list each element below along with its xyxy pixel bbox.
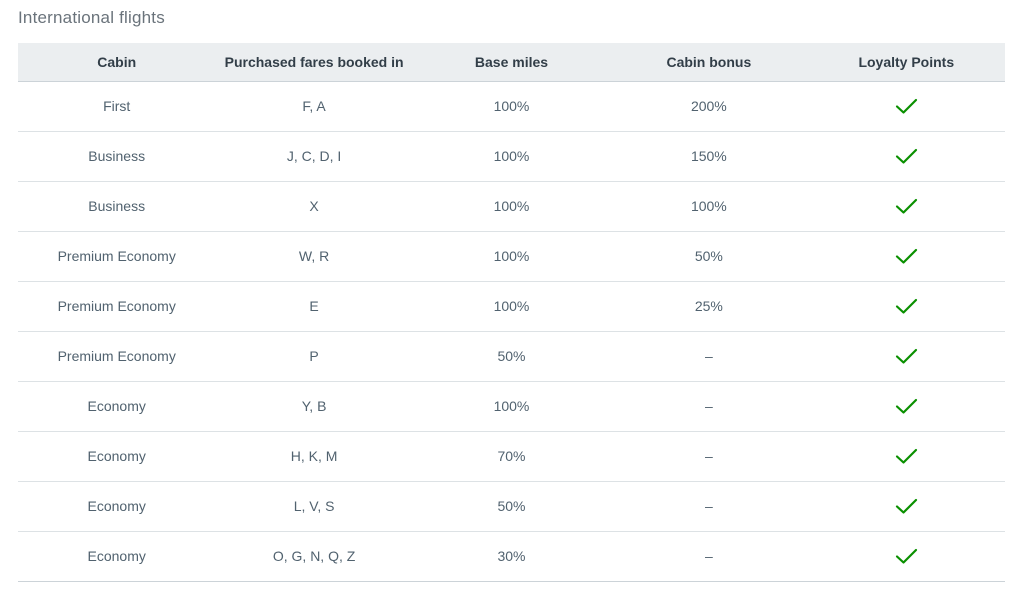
loyalty-points-cell	[807, 181, 1005, 232]
cabin-cell: Premium Economy	[18, 281, 216, 332]
loyalty-points-cell	[807, 431, 1005, 482]
page-title: International flights	[18, 8, 165, 27]
cabin-cell: Economy	[18, 531, 216, 582]
cabin-bonus-cell: 50%	[610, 231, 808, 282]
cabin-cell: Economy	[18, 381, 216, 432]
table-row: Economy O, G, N, Q, Z 30% –	[18, 531, 1005, 582]
cabin-bonus-cell: 150%	[610, 131, 808, 182]
column-header-fares: Purchased fares booked in	[215, 43, 413, 82]
table-row: Economy L, V, S 50% –	[18, 481, 1005, 532]
fares-cell: Y, B	[215, 381, 413, 432]
base-miles-cell: 70%	[412, 431, 611, 482]
cabin-cell: Business	[18, 181, 216, 232]
check-icon	[895, 397, 918, 414]
fares-cell: O, G, N, Q, Z	[215, 531, 413, 582]
check-icon	[895, 547, 918, 564]
table-row: Business X 100% 100%	[18, 181, 1005, 232]
table-header: Cabin Purchased fares booked in Base mil…	[18, 43, 1005, 82]
base-miles-cell: 50%	[412, 331, 611, 382]
table-row: Premium Economy E 100% 25%	[18, 281, 1005, 332]
base-miles-cell: 100%	[412, 131, 611, 182]
cabin-bonus-cell: 200%	[610, 81, 808, 132]
check-icon	[895, 347, 918, 364]
loyalty-points-cell	[807, 481, 1005, 532]
fares-cell: X	[215, 181, 413, 232]
check-icon	[895, 247, 918, 264]
table-row: Economy Y, B 100% –	[18, 381, 1005, 432]
loyalty-points-cell	[807, 331, 1005, 382]
cabin-cell: Business	[18, 131, 216, 182]
base-miles-cell: 30%	[412, 531, 611, 582]
fares-cell: J, C, D, I	[215, 131, 413, 182]
cabin-bonus-cell: –	[610, 531, 808, 582]
fares-cell: W, R	[215, 231, 413, 282]
cabin-cell: Premium Economy	[18, 231, 216, 282]
cabin-bonus-cell: –	[610, 481, 808, 532]
table-row: First F, A 100% 200%	[18, 81, 1005, 132]
column-header-loyalty-points: Loyalty Points	[807, 43, 1005, 82]
column-header-base-miles: Base miles	[412, 43, 611, 82]
loyalty-points-cell	[807, 381, 1005, 432]
base-miles-cell: 100%	[412, 81, 611, 132]
check-icon	[895, 197, 918, 214]
check-icon	[895, 447, 918, 464]
table-row: Business J, C, D, I 100% 150%	[18, 131, 1005, 182]
table-row: Premium Economy W, R 100% 50%	[18, 231, 1005, 282]
cabin-bonus-cell: –	[610, 431, 808, 482]
table-header-row: Cabin Purchased fares booked in Base mil…	[18, 43, 1005, 82]
column-header-cabin: Cabin	[18, 43, 216, 82]
check-icon	[895, 97, 918, 114]
loyalty-points-cell	[807, 231, 1005, 282]
fares-cell: P	[215, 331, 413, 382]
cabin-cell: Premium Economy	[18, 331, 216, 382]
fares-cell: H, K, M	[215, 431, 413, 482]
table-row: Premium Economy P 50% –	[18, 331, 1005, 382]
loyalty-points-cell	[807, 81, 1005, 132]
base-miles-cell: 50%	[412, 481, 611, 532]
check-icon	[895, 147, 918, 164]
cabin-cell: Economy	[18, 431, 216, 482]
cabin-cell: Economy	[18, 481, 216, 532]
cabin-cell: First	[18, 81, 216, 132]
fares-cell: F, A	[215, 81, 413, 132]
base-miles-cell: 100%	[412, 181, 611, 232]
table-row: Economy H, K, M 70% –	[18, 431, 1005, 482]
cabin-bonus-cell: –	[610, 381, 808, 432]
base-miles-cell: 100%	[412, 231, 611, 282]
table-body: First F, A 100% 200% Business J, C, D, I…	[18, 81, 1005, 582]
column-header-cabin-bonus: Cabin bonus	[610, 43, 808, 82]
check-icon	[895, 297, 918, 314]
cabin-bonus-cell: –	[610, 331, 808, 382]
base-miles-cell: 100%	[412, 281, 611, 332]
cabin-bonus-cell: 100%	[610, 181, 808, 232]
international-flights-table: Cabin Purchased fares booked in Base mil…	[18, 43, 1005, 582]
fares-cell: L, V, S	[215, 481, 413, 532]
base-miles-cell: 100%	[412, 381, 611, 432]
loyalty-points-cell	[807, 281, 1005, 332]
cabin-bonus-cell: 25%	[610, 281, 808, 332]
loyalty-points-cell	[807, 531, 1005, 582]
fares-cell: E	[215, 281, 413, 332]
loyalty-points-cell	[807, 131, 1005, 182]
check-icon	[895, 497, 918, 514]
